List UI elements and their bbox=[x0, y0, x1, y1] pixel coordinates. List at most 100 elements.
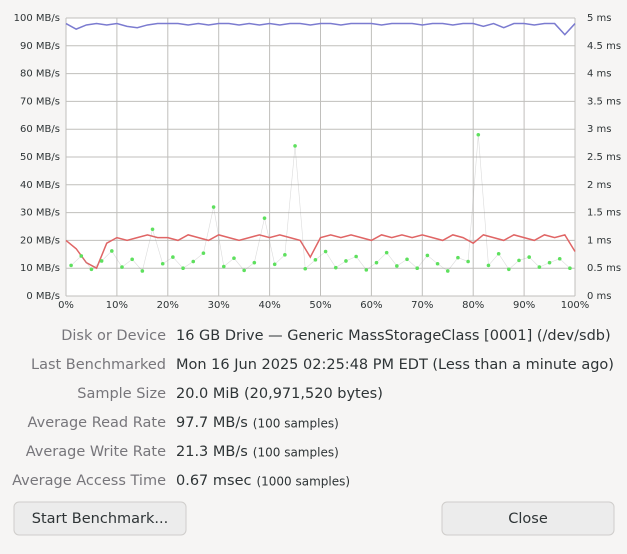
detail-note: (100 samples) bbox=[253, 417, 339, 431]
detail-note: (100 samples) bbox=[253, 446, 339, 460]
access-point bbox=[303, 266, 308, 271]
access-point bbox=[557, 256, 562, 261]
access-trace bbox=[70, 134, 571, 272]
x-tick-label: 100% bbox=[561, 300, 590, 311]
y2-tick-label: 3 ms bbox=[587, 124, 612, 135]
y2-tick-label: 4 ms bbox=[587, 69, 612, 80]
start-button[interactable] bbox=[13, 501, 187, 536]
access-point bbox=[283, 253, 287, 257]
detail-value: 0.67 msec bbox=[176, 473, 251, 489]
detail-label: Average Write Rate bbox=[26, 444, 166, 460]
rate-line bbox=[65, 22, 576, 36]
x-tick-label: 60% bbox=[360, 300, 382, 311]
access-point bbox=[486, 263, 491, 268]
access-point bbox=[69, 263, 73, 268]
access-point bbox=[79, 254, 84, 258]
access-point bbox=[537, 265, 542, 269]
detail-note: (1000 samples) bbox=[256, 475, 350, 489]
access-point bbox=[181, 266, 185, 271]
access-point bbox=[242, 268, 246, 273]
access-point bbox=[568, 266, 572, 271]
access-point bbox=[405, 257, 409, 262]
access-point bbox=[89, 267, 94, 272]
access-point bbox=[232, 256, 236, 260]
close-button-label[interactable]: Close bbox=[508, 511, 548, 527]
y-tick-label: 60 MB/s bbox=[20, 124, 60, 135]
detail-value: 20.0 MiB (20,971,520 bytes) bbox=[176, 386, 383, 402]
y2-tick-label: 0.5 ms bbox=[587, 263, 621, 274]
access-point bbox=[384, 250, 389, 255]
access-point bbox=[293, 144, 297, 148]
access-point bbox=[272, 262, 277, 267]
x-tick-label: 50% bbox=[309, 300, 331, 311]
y2-tick-label: 0 ms bbox=[587, 291, 612, 302]
y-tick-label: 10 MB/s bbox=[20, 263, 60, 274]
x-tick-label: 0% bbox=[58, 300, 74, 311]
detail-label: Average Access Time bbox=[12, 473, 166, 489]
y-tick-label: 80 MB/s bbox=[20, 69, 60, 80]
x-tick-label: 70% bbox=[411, 300, 433, 311]
detail-label: Disk or Device bbox=[61, 328, 166, 344]
y2-tick-label: 3.5 ms bbox=[587, 96, 621, 107]
access-point bbox=[313, 258, 318, 262]
detail-label: Sample Size bbox=[77, 386, 166, 402]
y-tick-label: 30 MB/s bbox=[20, 208, 60, 219]
y2-tick-label: 2 ms bbox=[587, 180, 612, 191]
access-point bbox=[171, 255, 175, 259]
y-tick-label: 90 MB/s bbox=[20, 41, 60, 52]
y-tick-label: 0 MB/s bbox=[26, 291, 60, 302]
access-point bbox=[415, 266, 420, 271]
access-point bbox=[221, 264, 226, 269]
x-tick-label: 80% bbox=[462, 300, 484, 311]
detail-value: 21.3 MB/s bbox=[176, 444, 248, 460]
y-tick-label: 100 MB/s bbox=[14, 13, 60, 24]
rate-line bbox=[65, 233, 576, 270]
y-tick-label: 50 MB/s bbox=[20, 152, 60, 163]
access-point bbox=[517, 258, 521, 263]
access-point bbox=[140, 269, 145, 273]
access-point bbox=[445, 269, 450, 273]
detail-value: 16 GB Drive — Generic MassStorageClass [… bbox=[176, 328, 611, 344]
access-point bbox=[476, 132, 481, 137]
access-point bbox=[323, 249, 328, 254]
access-point bbox=[160, 261, 165, 266]
x-tick-label: 10% bbox=[106, 300, 128, 311]
y2-tick-label: 4.5 ms bbox=[587, 41, 621, 52]
access-point bbox=[333, 265, 338, 270]
x-tick-label: 40% bbox=[258, 300, 280, 311]
access-point bbox=[344, 259, 348, 263]
access-point bbox=[354, 254, 358, 259]
access-point bbox=[395, 264, 399, 268]
access-point bbox=[466, 259, 470, 264]
y-tick-label: 40 MB/s bbox=[20, 180, 60, 191]
y2-tick-label: 2.5 ms bbox=[587, 152, 621, 163]
access-point bbox=[496, 251, 501, 256]
close-button[interactable] bbox=[441, 501, 615, 536]
access-point bbox=[527, 255, 531, 259]
start-button-label[interactable]: Start Benchmark... bbox=[32, 511, 168, 527]
access-point bbox=[110, 249, 114, 253]
access-point bbox=[201, 251, 206, 255]
y-tick-label: 20 MB/s bbox=[20, 235, 60, 246]
access-point bbox=[547, 260, 552, 265]
access-point bbox=[252, 260, 257, 265]
access-point bbox=[120, 265, 124, 269]
access-point bbox=[130, 257, 134, 262]
access-point bbox=[364, 268, 369, 272]
access-point bbox=[435, 261, 440, 266]
access-point bbox=[262, 216, 267, 220]
detail-label: Last Benchmarked bbox=[31, 357, 166, 373]
access-point bbox=[99, 259, 104, 263]
access-point bbox=[425, 253, 430, 258]
access-point bbox=[374, 260, 379, 265]
access-point bbox=[507, 267, 511, 272]
detail-label: Average Read Rate bbox=[28, 415, 167, 431]
access-point bbox=[211, 205, 216, 209]
x-tick-label: 20% bbox=[157, 300, 179, 311]
detail-value: 97.7 MB/s bbox=[176, 415, 248, 431]
x-tick-label: 30% bbox=[208, 300, 230, 311]
y-tick-label: 70 MB/s bbox=[20, 96, 60, 107]
detail-value: Mon 16 Jun 2025 02:25:48 PM EDT (Less th… bbox=[176, 357, 614, 373]
y2-tick-label: 5 ms bbox=[587, 13, 612, 24]
